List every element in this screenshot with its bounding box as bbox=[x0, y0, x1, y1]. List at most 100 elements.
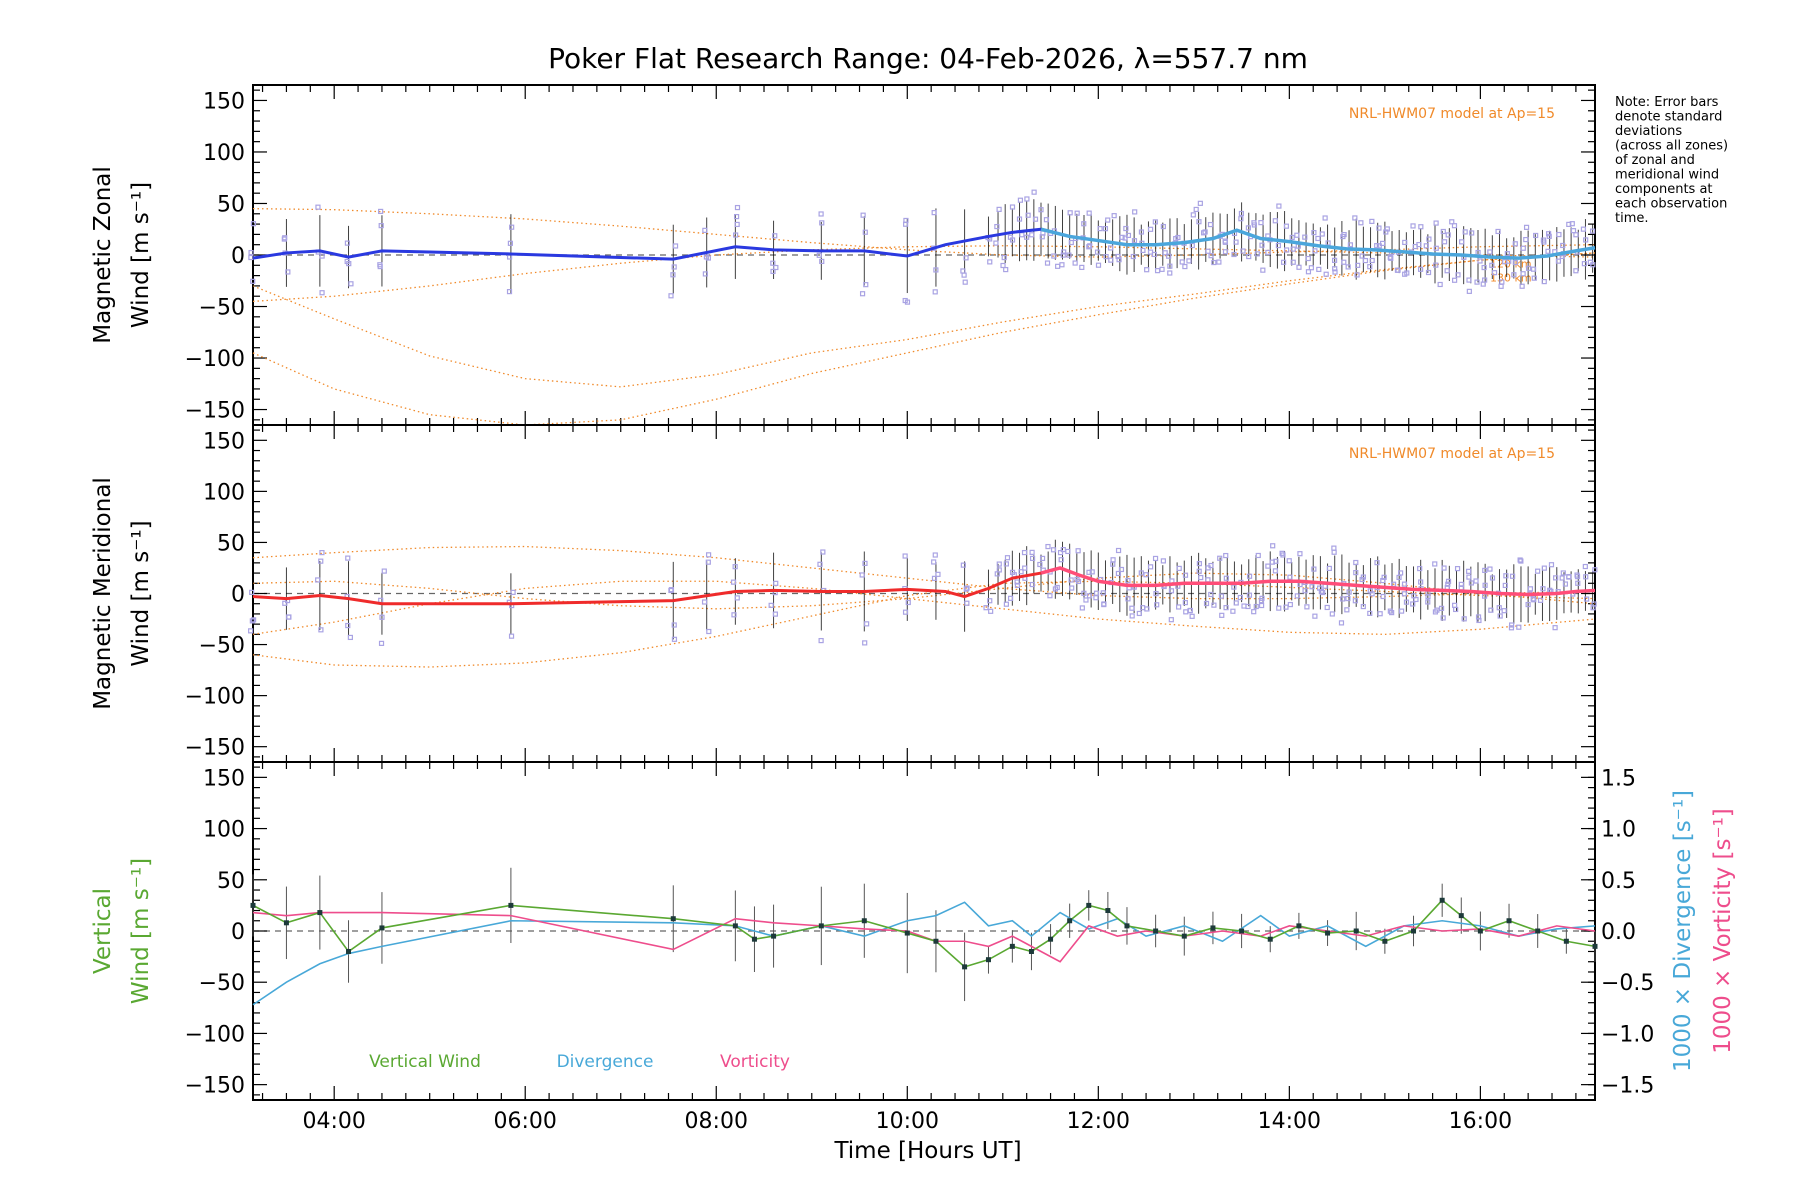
zone-sample bbox=[1029, 232, 1035, 238]
zone-sample bbox=[671, 264, 677, 270]
zone-sample bbox=[1381, 574, 1387, 580]
zone-sample bbox=[1580, 226, 1587, 232]
vertical-wind-point bbox=[1439, 897, 1445, 903]
zone-sample bbox=[1222, 239, 1228, 245]
x-tick-label: 04:00 bbox=[302, 1109, 365, 1134]
vertical-wind-point bbox=[904, 930, 910, 936]
y-tick-label: 0 bbox=[231, 244, 245, 269]
zone-sample bbox=[319, 253, 325, 259]
zone-sample bbox=[1481, 593, 1488, 599]
zone-sample bbox=[1154, 602, 1160, 608]
note-line: each observation bbox=[1615, 197, 1727, 212]
zone-sample bbox=[1469, 230, 1475, 236]
x-axis: 04:00 06:00 08:00 10:00 12:00 14:00 16:00 bbox=[302, 1109, 1512, 1134]
legend-entry: Vorticity bbox=[720, 1052, 790, 1072]
zone-sample bbox=[1136, 610, 1142, 617]
zone-sample bbox=[1523, 224, 1530, 230]
zone-sample bbox=[1245, 225, 1252, 231]
vorticity-axis-label: 1000 × Vorticity [s⁻¹] bbox=[1710, 808, 1736, 1054]
note-line: of zonal and bbox=[1615, 153, 1695, 168]
zone-sample bbox=[1167, 270, 1173, 276]
zone-sample bbox=[1590, 262, 1596, 268]
zone-sample bbox=[1205, 248, 1211, 254]
vertical-wind-point bbox=[670, 916, 676, 922]
zone-sample bbox=[249, 589, 255, 595]
zone-sample bbox=[1312, 613, 1318, 619]
zone-sample bbox=[1007, 595, 1014, 601]
zone-sample bbox=[1410, 601, 1416, 607]
zone-sample bbox=[1566, 221, 1572, 228]
zone-sample bbox=[1246, 573, 1253, 579]
note-line: time. bbox=[1615, 211, 1649, 226]
y-tick-label: −100 bbox=[185, 1022, 245, 1047]
zone-sample bbox=[818, 211, 824, 217]
vertical-wind-point bbox=[1124, 923, 1130, 929]
zone-sample bbox=[1509, 622, 1515, 628]
zone-sample bbox=[1237, 594, 1243, 601]
y-tick-label: 0 bbox=[231, 583, 245, 608]
zone-sample bbox=[1131, 238, 1138, 244]
zone-sample bbox=[1530, 596, 1536, 602]
zone-sample bbox=[1058, 557, 1064, 563]
y2-tick-label: 1.0 bbox=[1601, 818, 1636, 843]
zone-sample bbox=[1374, 243, 1380, 249]
y-axis-label: Wind [m s⁻¹] bbox=[128, 520, 154, 666]
zone-sample bbox=[1016, 216, 1023, 222]
zone-sample bbox=[1081, 590, 1087, 596]
zone-sample bbox=[1037, 561, 1043, 568]
zone-sample bbox=[348, 281, 354, 287]
zone-sample bbox=[1270, 543, 1276, 549]
zone-sample bbox=[902, 553, 908, 559]
zone-sample bbox=[508, 633, 515, 639]
zone-sample bbox=[1581, 261, 1587, 267]
zone-sample bbox=[506, 289, 513, 295]
zone-sample bbox=[931, 559, 937, 565]
zone-sample bbox=[1355, 262, 1361, 268]
zone-sample bbox=[250, 278, 256, 284]
zone-sample bbox=[1311, 229, 1317, 236]
y2-tick-label: 0.5 bbox=[1601, 869, 1636, 894]
vertical-wind-point bbox=[1296, 923, 1302, 929]
zone-sample bbox=[1473, 578, 1479, 584]
zone-sample bbox=[1417, 266, 1424, 272]
zone-sample bbox=[1359, 253, 1365, 259]
zone-sample bbox=[1354, 272, 1360, 278]
zone-sample bbox=[1031, 189, 1037, 195]
zone-sample bbox=[315, 577, 321, 583]
y-tick-label: −150 bbox=[185, 399, 245, 424]
zone-sample bbox=[1444, 268, 1450, 274]
zone-sample bbox=[1466, 277, 1472, 283]
zone-sample bbox=[1182, 263, 1188, 270]
zone-sample bbox=[960, 268, 966, 274]
note-line: (across all zones) bbox=[1615, 139, 1728, 154]
y-tick-label: 100 bbox=[203, 141, 245, 166]
zone-sample bbox=[1535, 568, 1541, 574]
vertical-wind-point bbox=[283, 920, 289, 926]
zone-sample bbox=[250, 617, 257, 623]
zone-sample bbox=[702, 271, 708, 277]
zone-sample bbox=[1284, 247, 1290, 253]
zone-sample bbox=[1503, 573, 1509, 579]
zone-sample bbox=[1018, 569, 1024, 575]
zone-sample bbox=[1541, 278, 1547, 285]
zone-sample bbox=[933, 267, 939, 273]
zone-sample bbox=[932, 289, 938, 295]
zone-sample bbox=[733, 232, 739, 238]
vertical-wind-point bbox=[1353, 928, 1359, 934]
zone-sample bbox=[1502, 582, 1508, 589]
zone-sample bbox=[1537, 597, 1544, 603]
zone-sample bbox=[282, 235, 288, 241]
zone-sample bbox=[1389, 610, 1395, 616]
zone-sample bbox=[1259, 595, 1265, 601]
zone-sample bbox=[1208, 253, 1214, 259]
zone-sample bbox=[1148, 564, 1154, 570]
zone-sample bbox=[1573, 268, 1579, 274]
model-curve-3 bbox=[252, 580, 1596, 635]
zone-sample bbox=[1019, 232, 1025, 238]
zone-sample bbox=[1322, 215, 1328, 221]
zone-sample bbox=[1541, 565, 1547, 571]
zone-sample bbox=[1488, 607, 1494, 613]
zone-sample bbox=[1160, 558, 1166, 564]
zone-sample bbox=[1004, 555, 1011, 561]
